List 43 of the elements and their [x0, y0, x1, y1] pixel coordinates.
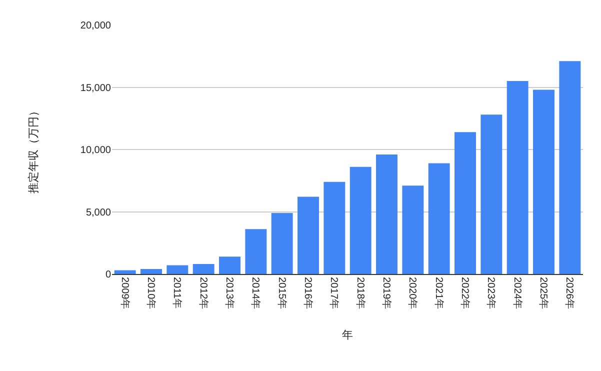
x-tick-label: 2017年: [328, 277, 340, 310]
x-tick-label: 2014年: [250, 277, 262, 310]
bar: [219, 256, 240, 274]
bar: [166, 265, 188, 274]
x-tick-label: 2013年: [224, 277, 236, 310]
y-tick-label: 10,000: [80, 145, 112, 156]
bar: [506, 81, 528, 274]
bar: [192, 264, 214, 274]
x-tick-label: 2022年: [459, 277, 471, 310]
y-axis-title: 推定年収（万円）: [27, 106, 40, 194]
bar: [428, 163, 450, 274]
bar: [245, 229, 267, 274]
bar: [402, 186, 424, 274]
y-tick-label: 0: [105, 270, 112, 280]
bar: [140, 269, 162, 274]
y-tick-label: 5,000: [86, 207, 112, 218]
x-tick-label: 2019年: [380, 277, 392, 310]
y-tick-label: 20,000: [80, 20, 112, 32]
x-tick-label: 2015年: [276, 277, 288, 310]
x-tick-label: 2011年: [171, 277, 184, 309]
bar: [559, 61, 581, 274]
bar: [454, 132, 476, 274]
x-axis-title: 年: [342, 329, 353, 342]
bar: [298, 196, 319, 274]
x-tick-label: 2025年: [538, 277, 550, 310]
bar: [271, 212, 293, 274]
x-tick-label: 2018年: [354, 277, 366, 310]
x-tick-label: 2020年: [406, 277, 419, 310]
bar: [480, 114, 502, 274]
x-tick-label: 2026年: [564, 277, 576, 310]
y-tick-label: 15,000: [80, 82, 112, 94]
bar: [114, 270, 136, 274]
x-tick-label: 2012年: [197, 277, 210, 310]
x-tick-label: 2023年: [485, 277, 498, 310]
x-tick-label: 2024年: [511, 277, 524, 310]
bar: [376, 154, 398, 274]
x-tick-label: 2009年: [118, 277, 131, 310]
bar: [324, 182, 346, 274]
x-tick-label: 2010年: [145, 277, 157, 310]
x-tick-label: 2021年: [432, 277, 445, 310]
bar: [350, 166, 372, 274]
x-tick-label: 2016年: [302, 277, 314, 310]
bar: [533, 90, 554, 274]
